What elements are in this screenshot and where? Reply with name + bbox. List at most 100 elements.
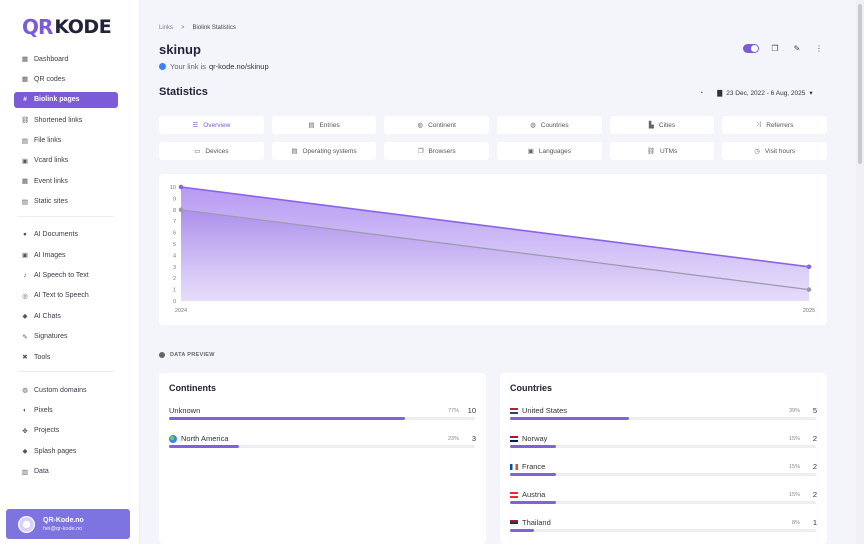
status-toggle[interactable] bbox=[743, 44, 759, 53]
progress-track bbox=[169, 417, 475, 420]
tab-label: Entries bbox=[319, 121, 340, 129]
window-icon: ❐ bbox=[417, 148, 424, 155]
statistics-tabs: ☰ Overview ▤ Entries ◍ Continent ◍ Countries ▙ Ci… bbox=[159, 116, 828, 168]
sidebar-item-label: Data bbox=[34, 468, 49, 476]
y-tick-label: 10 bbox=[170, 185, 176, 191]
sidebar-item-label: Static sites bbox=[34, 198, 68, 206]
tab-label: Continent bbox=[428, 121, 456, 129]
tab-continent[interactable]: ◍ Continent bbox=[384, 116, 490, 134]
progress-fill bbox=[510, 417, 630, 420]
row-count: 3 bbox=[471, 434, 476, 443]
microphone-icon: ♪ bbox=[23, 272, 27, 280]
sidebar-item-event-links[interactable]: ▦ Event links bbox=[14, 173, 118, 189]
sidebar-item-label: Projects bbox=[34, 427, 60, 435]
sidebar-item-pixels[interactable]: ◐ Pixels bbox=[14, 402, 118, 418]
y-tick-label: 7 bbox=[173, 219, 176, 225]
sidebar-item-ai-text-to-speech[interactable]: ◎ AI Text to Speech bbox=[14, 288, 118, 304]
row-name: Norway bbox=[510, 434, 547, 443]
more-options-icon[interactable]: ⋮ bbox=[815, 44, 823, 53]
tab-referrers[interactable]: ⤨ Referrers bbox=[722, 116, 828, 134]
countries-icon: ◍ bbox=[530, 122, 536, 129]
progress-fill bbox=[169, 417, 405, 420]
sidebar-item-ai-speech-to-text[interactable]: ♪ AI Speech to Text bbox=[14, 268, 118, 284]
y-tick-label: 4 bbox=[173, 253, 176, 259]
sidebar-item-data[interactable]: ▥ Data bbox=[14, 464, 118, 480]
tab-label: Countries bbox=[540, 121, 569, 129]
progress-fill bbox=[510, 445, 556, 448]
tab-entries[interactable]: ▤ Entries bbox=[271, 116, 377, 134]
row-label: Thailand bbox=[522, 518, 551, 527]
calendar-icon: ▇ bbox=[717, 90, 723, 97]
reset-icon[interactable]: ◔ bbox=[699, 89, 704, 97]
dashboard-icon: ▦ bbox=[21, 56, 29, 63]
sidebar-item-ai-documents[interactable]: ● AI Documents bbox=[14, 227, 118, 243]
sidebar-item-file-links[interactable]: ▤ File links bbox=[14, 133, 118, 149]
tab-label: Devices bbox=[205, 147, 229, 155]
logo-mark: QR bbox=[22, 15, 53, 39]
progress-track bbox=[510, 501, 816, 504]
continents-card: Continents Unknown 77% 10 North America 23% 3 bbox=[159, 373, 486, 544]
tab-cities[interactable]: ▙ Cities bbox=[609, 116, 715, 134]
sidebar-item-ai-images[interactable]: ▣ AI Images bbox=[14, 247, 118, 263]
sidebar-item-label: Shortened links bbox=[34, 116, 83, 124]
scrollbar-thumb[interactable] bbox=[858, 4, 862, 164]
visitors-line bbox=[180, 209, 810, 291]
tab-browsers[interactable]: ❐ Browsers bbox=[384, 142, 490, 160]
sidebar-item-projects[interactable]: ✤ Projects bbox=[14, 423, 118, 439]
data-preview-text: DATA PREVIEW bbox=[170, 352, 215, 358]
pageviews-point bbox=[178, 184, 184, 190]
row-name: Unknown bbox=[169, 406, 200, 415]
tab-countries[interactable]: ◍ Countries bbox=[497, 116, 602, 134]
sidebar-divider bbox=[18, 371, 114, 373]
sidebar-item-dashboard[interactable]: ▦ Dashboard bbox=[14, 51, 118, 67]
tab-languages[interactable]: ▣ Languages bbox=[497, 142, 602, 160]
tab-overview[interactable]: ☰ Overview bbox=[159, 116, 264, 134]
sidebar-item-label: AI Text to Speech bbox=[34, 292, 89, 300]
sidebar-item-splash-pages[interactable]: ◆ Splash pages bbox=[14, 443, 118, 459]
pageviews-line bbox=[180, 186, 810, 268]
countries-card: Countries United States 39% 5 Norway 15% 2 Fra… bbox=[500, 373, 827, 544]
globe-icon: ◍ bbox=[22, 387, 28, 395]
link-url[interactable]: qr-kode.no/skinup bbox=[209, 62, 269, 71]
progress-fill bbox=[510, 529, 535, 532]
sidebar-item-label: Tools bbox=[34, 353, 51, 361]
main-content: Links > Biolink Statistics skinup Your l… bbox=[159, 0, 828, 544]
brand-logo[interactable]: QR KODE bbox=[22, 14, 122, 40]
qr-icon: ▦ bbox=[21, 76, 29, 84]
tab-label: Operating systems bbox=[302, 147, 357, 155]
tab-visit-hours[interactable]: ◷ Visit hours bbox=[722, 142, 828, 160]
sidebar-item-ai-chats[interactable]: ◆ AI Chats bbox=[14, 308, 118, 324]
tab-utms[interactable]: ⛓ UTMs bbox=[609, 142, 715, 160]
chat-icon: ◆ bbox=[22, 313, 28, 321]
sidebar-item-biolink-pages[interactable]: # Biolink pages bbox=[14, 91, 118, 108]
sidebar-item-shortened-links[interactable]: ⛓ Shortened links bbox=[14, 112, 118, 128]
row-label: North America bbox=[181, 434, 229, 443]
breadcrumb-current: Biolink Statistics bbox=[192, 25, 236, 31]
sidebar-item-qr-codes[interactable]: ▦ QR codes bbox=[14, 71, 118, 87]
copy-icon[interactable]: ❐ bbox=[771, 44, 779, 53]
continents-row: North America 23% 3 bbox=[169, 434, 476, 462]
row-percent: 77% bbox=[447, 408, 459, 414]
caret-down-icon: ▾ bbox=[809, 90, 813, 97]
countries-row: Norway 15% 2 bbox=[510, 434, 817, 462]
sidebar-nav: ▦ Dashboard ▦ QR codes # Biolink pages ⛓ Shorte… bbox=[14, 51, 118, 484]
norway-flag-icon bbox=[510, 435, 518, 442]
sidebar-item-signatures[interactable]: ✎ Signatures bbox=[14, 329, 118, 345]
row-count: 5 bbox=[812, 406, 817, 415]
row-label: Unknown bbox=[169, 406, 201, 415]
sidebar-item-custom-domains[interactable]: ◍ Custom domains bbox=[14, 382, 118, 398]
tab-devices[interactable]: ▭ Devices bbox=[159, 142, 264, 160]
page-scrollbar[interactable] bbox=[856, 0, 864, 544]
y-tick-label: 9 bbox=[173, 196, 176, 202]
user-card[interactable]: QR-Kode.no hei@qr-kode.no bbox=[6, 509, 130, 539]
sidebar-item-tools[interactable]: ✖ Tools bbox=[14, 349, 118, 365]
sidebar-item-vcard-links[interactable]: ▣ Vcard links bbox=[14, 153, 118, 169]
sidebar-item-label: Signatures bbox=[34, 333, 68, 341]
date-range-picker[interactable]: ◔ ▇ 23 Dec, 2022 - 6 Aug, 2025 ▾ bbox=[699, 89, 813, 98]
continents-row: Unknown 77% 10 bbox=[169, 406, 476, 434]
sidebar-item-static-sites[interactable]: ▤ Static sites bbox=[14, 194, 118, 210]
edit-pencil-icon[interactable]: ✎ bbox=[793, 44, 801, 53]
tab-operating-systems[interactable]: ▤ Operating systems bbox=[271, 142, 377, 160]
file-icon: ▤ bbox=[21, 137, 29, 145]
breadcrumb-links[interactable]: Links bbox=[159, 25, 174, 31]
